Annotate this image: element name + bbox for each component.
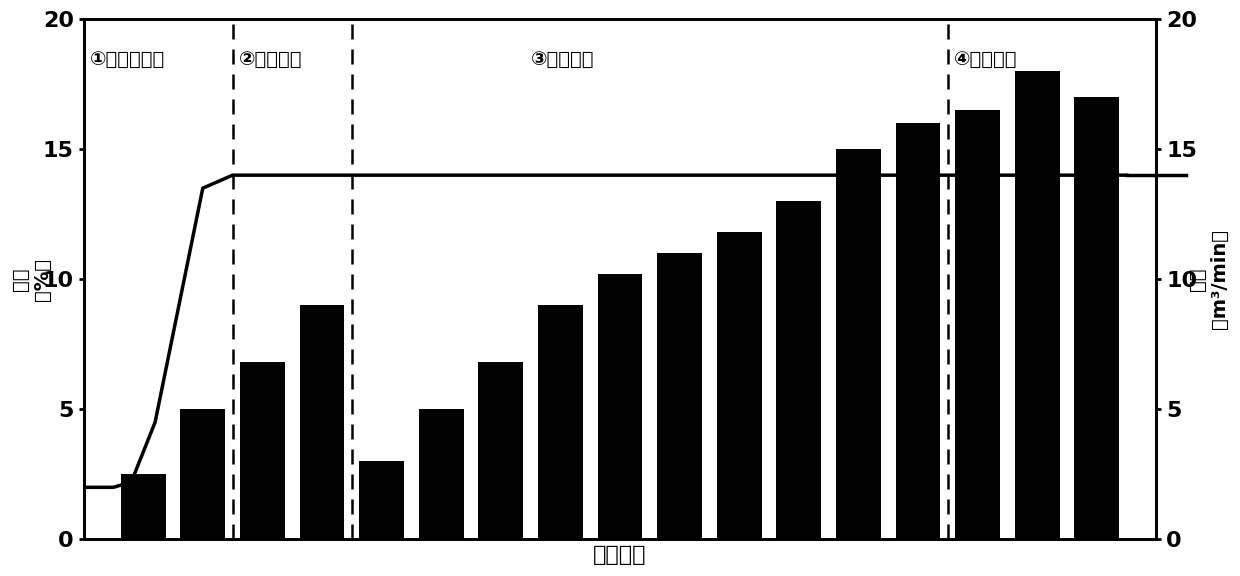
Y-axis label: 砂比
（%）: 砂比 （%） — [11, 257, 52, 301]
Bar — [836, 149, 880, 539]
Y-axis label: 排量
（m³/min）: 排量 （m³/min） — [1188, 229, 1229, 329]
Bar — [717, 232, 761, 539]
Bar — [181, 410, 226, 539]
Bar — [657, 253, 702, 539]
Text: ④粗沙阶段: ④粗沙阶段 — [954, 50, 1017, 69]
Bar — [598, 274, 642, 539]
Text: ③中沙阶段: ③中沙阶段 — [531, 50, 594, 69]
Bar — [360, 461, 404, 539]
Bar — [538, 305, 583, 539]
Bar — [300, 305, 345, 539]
Bar — [1075, 97, 1120, 539]
Bar — [120, 474, 165, 539]
Bar — [955, 110, 999, 539]
Text: ②粉陶阶段: ②粉陶阶段 — [238, 50, 303, 69]
Bar — [1014, 71, 1059, 539]
X-axis label: 施工时间: 施工时间 — [593, 545, 647, 565]
Bar — [419, 410, 464, 539]
Text: ①前置液阶段: ①前置液阶段 — [89, 50, 165, 69]
Bar — [241, 362, 285, 539]
Bar — [895, 123, 940, 539]
Bar — [479, 362, 523, 539]
Bar — [776, 201, 821, 539]
